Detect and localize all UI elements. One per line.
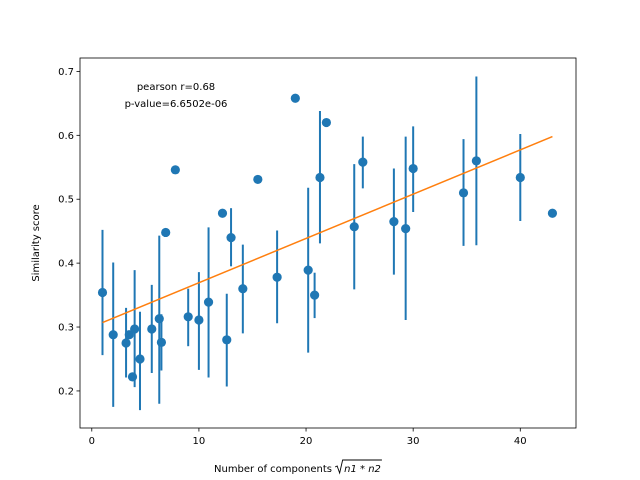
data-point — [124, 330, 134, 340]
data-point — [156, 337, 167, 347]
data-point — [408, 163, 418, 174]
x-tick-label: 20 — [300, 436, 313, 447]
data-point — [183, 312, 193, 322]
plot-area-frame — [79, 57, 577, 429]
data-point — [389, 216, 399, 227]
regression-line — [102, 135, 553, 324]
y-tick-label: 0.6 — [58, 131, 74, 142]
data-point — [471, 156, 481, 166]
data-point — [253, 174, 263, 185]
data-point — [358, 157, 368, 167]
data-point — [222, 335, 232, 345]
data-point — [310, 290, 320, 300]
data-point — [217, 208, 228, 218]
data-point — [458, 188, 469, 198]
data-point — [130, 324, 140, 334]
x-tick-label: 40 — [514, 436, 527, 447]
data-point — [194, 315, 204, 325]
data-point — [121, 338, 131, 348]
data-point — [315, 172, 325, 183]
x-axis-label-radicand: n1 * n2 — [344, 464, 381, 475]
data-point — [226, 232, 236, 243]
data-point — [154, 314, 164, 324]
x-tick-label: 30 — [407, 436, 420, 447]
data-point — [303, 265, 313, 275]
x-axis-label: Number of components n1 * n2 — [214, 459, 382, 475]
data-point — [127, 372, 138, 382]
data-point — [97, 287, 108, 298]
data-point — [547, 208, 558, 218]
data-point — [401, 224, 411, 234]
axis-ticks: 0 10 20 30 40 0.2 0.3 0.4 0.5 0.6 0.7 — [58, 67, 527, 447]
data-point — [349, 222, 359, 232]
data-point — [321, 117, 331, 128]
annotation-pvalue: p-value=6.6502e-06 — [125, 99, 228, 110]
data-point — [135, 354, 145, 364]
y-tick-label: 0.2 — [58, 386, 74, 397]
data-point — [203, 297, 214, 307]
y-tick-label: 0.7 — [58, 67, 74, 78]
x-tick-label: 10 — [193, 436, 206, 447]
data-point — [290, 93, 300, 103]
y-tick-label: 0.3 — [58, 323, 74, 334]
y-tick-label: 0.5 — [58, 195, 74, 206]
data-point — [161, 227, 171, 238]
data-point — [515, 172, 525, 183]
data-point — [272, 272, 282, 282]
plot-marks — [97, 76, 558, 411]
x-tick-label: 0 — [89, 436, 95, 447]
annotation-pearson: pearson r=0.68 — [137, 82, 215, 93]
y-tick-label: 0.4 — [58, 259, 74, 270]
x-axis-label-text: Number of components — [214, 464, 335, 475]
data-point — [108, 330, 118, 340]
data-point — [238, 284, 248, 294]
y-axis-label: Similarity score — [31, 204, 42, 281]
data-point — [170, 165, 180, 175]
data-point — [147, 324, 157, 334]
sqrt-symbol — [334, 459, 382, 475]
